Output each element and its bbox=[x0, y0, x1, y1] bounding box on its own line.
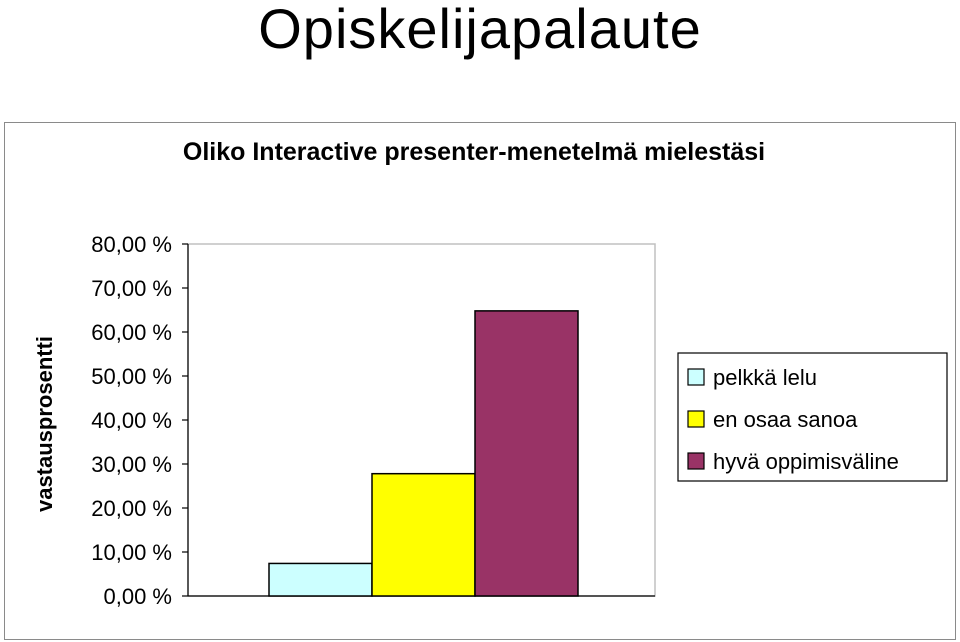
legend-box bbox=[677, 352, 948, 482]
legend-swatch bbox=[687, 452, 705, 470]
legend: pelkkä lelu en osaa sanoa hyvä oppimisväli… bbox=[677, 352, 948, 482]
legend-swatch bbox=[687, 368, 705, 386]
chart-frame bbox=[4, 122, 956, 640]
y-tick-label: 0,00 % bbox=[104, 584, 173, 609]
y-tick-label: 60,00 % bbox=[91, 320, 172, 345]
legend-label: en osaa sanoa bbox=[713, 407, 858, 432]
bar-3 bbox=[474, 310, 579, 597]
legend-label: pelkkä lelu bbox=[713, 365, 817, 390]
bar-1 bbox=[268, 562, 373, 597]
chart-title: Oliko Interactive presenter-menetelmä mi… bbox=[183, 138, 765, 166]
bars bbox=[268, 310, 579, 597]
legend-swatch bbox=[687, 410, 705, 428]
y-tick-label: 10,00 % bbox=[91, 540, 172, 565]
y-axis-label: vastausprosentti bbox=[32, 336, 57, 512]
y-tick-label: 30,00 % bbox=[91, 452, 172, 477]
legend-label: hyvä oppimisväline bbox=[713, 449, 899, 474]
y-tick-label: 70,00 % bbox=[91, 276, 172, 301]
y-tick-label: 50,00 % bbox=[91, 364, 172, 389]
bar-2 bbox=[371, 472, 476, 597]
y-tick-label: 20,00 % bbox=[91, 496, 172, 521]
y-axis-ticks: 0,00 % 10,00 % 20,00 % 30,00 % 40,00 % 50,00 … bbox=[91, 232, 188, 609]
y-tick-label: 40,00 % bbox=[91, 408, 172, 433]
y-tick-label: 80,00 % bbox=[91, 232, 172, 257]
slide-title: Opiskelijapalaute bbox=[258, 0, 702, 60]
